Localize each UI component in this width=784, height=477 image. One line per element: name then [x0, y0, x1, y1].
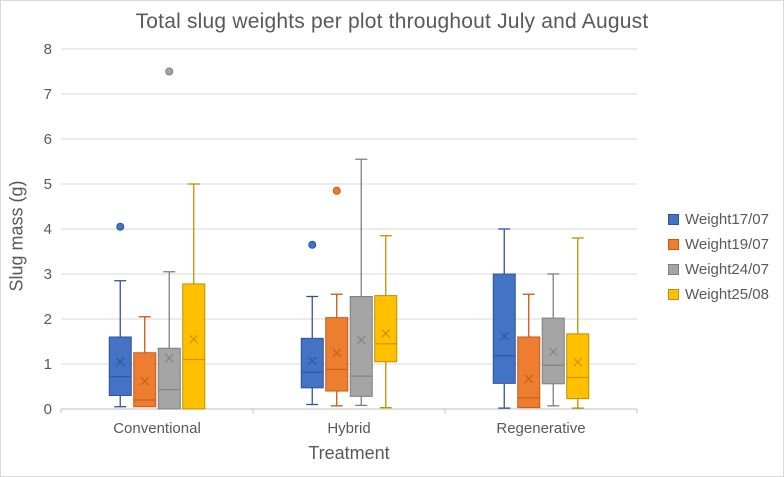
iqr-box: [517, 336, 541, 409]
mean-marker: [307, 356, 317, 366]
mean-marker: [573, 357, 583, 367]
legend-swatch-gray: [668, 263, 679, 275]
series-Weight19-07: [133, 186, 541, 409]
box-group-regenerative: [541, 273, 565, 407]
outlier-point: [116, 222, 125, 231]
box-group-hybrid: [374, 235, 398, 409]
box-group-conventional: [108, 222, 132, 408]
legend-item-weight19-07: Weight19/07: [668, 235, 769, 253]
series-Weight24-07: [157, 67, 565, 410]
iqr-box: [108, 336, 132, 396]
x-axis-title: Treatment: [308, 443, 390, 463]
y-tick-label: 8: [44, 41, 52, 58]
outlier-point: [308, 240, 317, 249]
y-tick-label: 2: [44, 311, 52, 328]
legend-label: Weight24/07: [685, 260, 769, 278]
iqr-box: [157, 347, 181, 410]
mean-marker: [189, 334, 199, 344]
legend-swatch-yellow: [668, 288, 679, 300]
iqr-box: [300, 337, 324, 389]
legend-label: Weight25/08: [685, 285, 769, 303]
mean-marker: [548, 347, 558, 357]
box-group-hybrid: [300, 240, 324, 406]
box-group-hybrid: [325, 186, 349, 407]
series-Weight17-07: [108, 222, 516, 409]
legend: Weight17/07 Weight19/07 Weight24/07 Weig…: [668, 210, 769, 303]
y-tick-label: 6: [44, 131, 52, 148]
iqr-box: [566, 333, 590, 400]
legend-item-weight17-07: Weight17/07: [668, 210, 769, 228]
box-group-conventional: [157, 67, 181, 410]
x-category-label: Conventional: [113, 420, 201, 437]
y-tick-label: 1: [44, 356, 52, 373]
mean-marker: [356, 335, 366, 345]
mean-marker: [115, 357, 125, 367]
series-Weight25-08: [182, 183, 590, 410]
iqr-box: [325, 317, 349, 392]
y-tick-label: 0: [44, 401, 52, 418]
box-group-regenerative: [517, 293, 541, 409]
box-group-conventional: [182, 183, 206, 410]
chart-title: Total slug weights per plot throughout J…: [135, 10, 649, 33]
y-axis-title: Slug mass (g): [6, 180, 27, 292]
legend-item-weight24-07: Weight24/07: [668, 260, 769, 278]
x-category-label: Hybrid: [327, 420, 370, 437]
outlier-point: [165, 67, 174, 76]
box-group-hybrid: [349, 158, 373, 407]
legend-swatch-blue: [668, 213, 679, 225]
legend-label: Weight17/07: [685, 210, 769, 228]
legend-swatch-orange: [668, 238, 679, 250]
iqr-box: [492, 273, 516, 384]
mean-marker: [332, 348, 342, 358]
legend-item-weight25-08: Weight25/08: [668, 285, 769, 303]
box-group-regenerative: [566, 237, 590, 409]
x-category-label: Regenerative: [496, 420, 585, 437]
mean-marker: [499, 331, 509, 341]
iqr-box: [374, 295, 398, 363]
box-group-conventional: [133, 316, 157, 408]
mean-marker: [140, 376, 150, 386]
outlier-point: [332, 186, 341, 195]
y-tick-label: 4: [44, 221, 52, 238]
iqr-box: [349, 296, 373, 397]
box-group-regenerative: [492, 228, 516, 409]
iqr-box: [182, 283, 206, 410]
y-tick-label: 7: [44, 86, 52, 103]
mean-marker: [524, 374, 534, 384]
mean-marker: [164, 353, 174, 363]
y-tick-label: 5: [44, 176, 52, 193]
y-tick-label: 3: [44, 266, 52, 283]
iqr-box: [133, 352, 157, 408]
legend-label: Weight19/07: [685, 235, 769, 253]
mean-marker: [381, 328, 391, 338]
